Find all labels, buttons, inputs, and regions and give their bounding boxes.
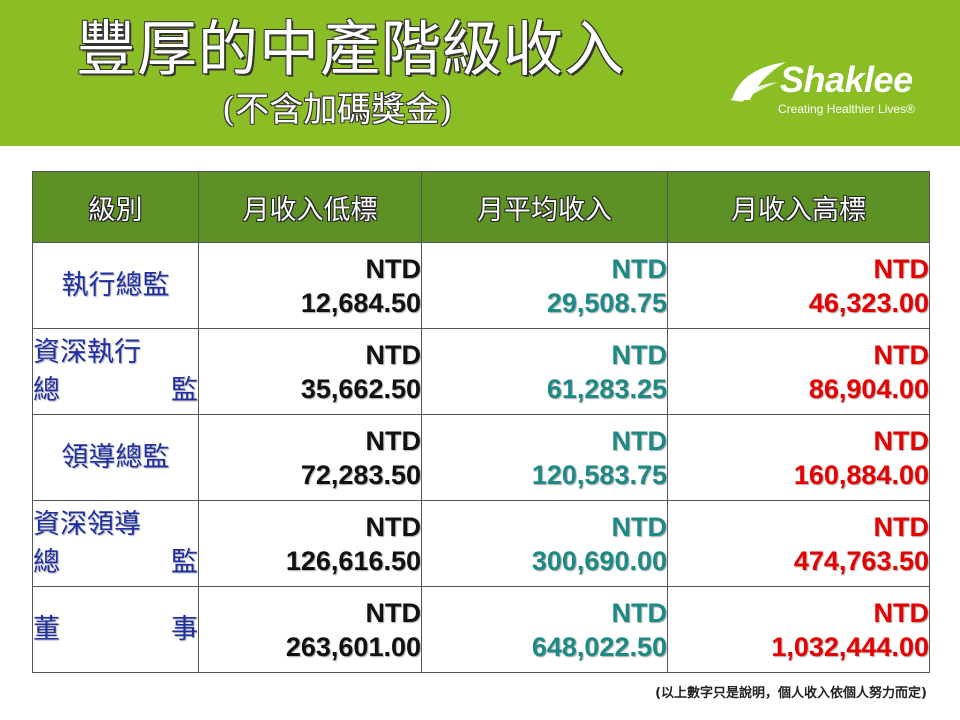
level-label: 資深領導 <box>33 508 141 540</box>
amount-value: 126,616.50 <box>285 545 421 576</box>
avg-income-cell: NTD 300,690.00 <box>421 500 668 587</box>
currency-label: NTD <box>365 511 422 542</box>
amount-value: 263,601.00 <box>285 631 421 662</box>
high-income-cell: NTD 46,323.00 <box>667 242 930 329</box>
page-title: 豐厚的中產階級收入 <box>76 15 625 85</box>
high-income-cell: NTD 1,032,444.00 <box>667 586 930 673</box>
amount-value: 1,032,444.00 <box>771 631 929 662</box>
amount-value: 72,283.50 <box>300 459 421 490</box>
currency-label: NTD <box>611 511 668 542</box>
amount-value: 160,884.00 <box>793 459 929 490</box>
currency-label: NTD <box>611 339 668 370</box>
high-income-cell: NTD 86,904.00 <box>667 328 930 415</box>
table-header-row: 級別 月收入低標 月平均收入 月收入高標 <box>32 171 930 243</box>
currency-label: NTD <box>873 425 930 456</box>
table-row: 執行總監 NTD 12,684.50 NTD 29,508.75 NTD 46,323.00 <box>32 242 930 329</box>
currency-label: NTD <box>365 597 422 628</box>
amount-value: 86,904.00 <box>808 373 929 404</box>
page-subtitle: (不含加碼獎金) <box>222 90 453 130</box>
income-table: 級別 月收入低標 月平均收入 月收入高標 執行總監 NTD 12,684.50 NTD… <box>32 171 930 673</box>
column-header-level: 級別 <box>32 171 199 243</box>
level-label: 資深執行 <box>33 336 141 368</box>
level-label: 董 <box>33 613 60 645</box>
currency-label: NTD <box>611 253 668 284</box>
table-row: 資深執行總監 NTD 35,662.50 NTD 61,283.25 NTD 86,904.… <box>32 328 930 415</box>
currency-label: NTD <box>873 511 930 542</box>
level-label: 總 <box>33 546 60 578</box>
high-income-cell: NTD 474,763.50 <box>667 500 930 587</box>
brand-logo: Shaklee Creating Healthier Lives® <box>728 58 940 128</box>
currency-label: NTD <box>611 425 668 456</box>
table-row: 領導總監 NTD 72,283.50 NTD 120,583.75 NTD 160,884.… <box>32 414 930 501</box>
leaf-icon <box>730 62 786 102</box>
low-income-cell: NTD 35,662.50 <box>198 328 422 415</box>
level-label: 執行總監 <box>61 269 170 301</box>
amount-value: 29,508.75 <box>546 287 667 318</box>
amount-value: 300,690.00 <box>531 545 667 576</box>
currency-label: NTD <box>365 339 422 370</box>
currency-label: NTD <box>873 253 930 284</box>
level-label: 監 <box>171 546 198 578</box>
table-row: 資深領導總監 NTD 126,616.50 NTD 300,690.00 NTD 474,7… <box>32 500 930 587</box>
table-row: 董事 NTD 263,601.00 NTD 648,022.50 NTD 1,032,444… <box>32 586 930 673</box>
column-header-avg: 月平均收入 <box>421 171 668 243</box>
level-cell: 資深執行總 監 <box>32 328 199 415</box>
amount-value: 648,022.50 <box>531 631 667 662</box>
footnote: (以上數字只是說明，個人收入依個人努力而定) <box>655 686 927 701</box>
level-label: 總 <box>33 374 60 406</box>
amount-value: 35,662.50 <box>300 373 421 404</box>
currency-label: NTD <box>611 597 668 628</box>
currency-label: NTD <box>873 339 930 370</box>
currency-label: NTD <box>365 425 422 456</box>
header-band: 豐厚的中產階級收入 (不含加碼獎金) Shaklee Creating Heal… <box>0 0 960 146</box>
level-cell: 資深領導總 監 <box>32 500 199 587</box>
column-header-high: 月收入高標 <box>667 171 930 243</box>
avg-income-cell: NTD 648,022.50 <box>421 586 668 673</box>
currency-label: NTD <box>873 597 930 628</box>
amount-value: 12,684.50 <box>300 287 421 318</box>
brand-tagline: Creating Healthier Lives® <box>778 102 915 116</box>
amount-value: 61,283.25 <box>546 373 667 404</box>
level-label: 領導總監 <box>61 441 170 473</box>
avg-income-cell: NTD 120,583.75 <box>421 414 668 501</box>
amount-value: 120,583.75 <box>531 459 667 490</box>
amount-value: 474,763.50 <box>793 545 929 576</box>
level-label: 事 <box>171 613 198 645</box>
level-label: 監 <box>171 374 198 406</box>
level-cell: 領導總監 <box>32 414 199 501</box>
column-header-low: 月收入低標 <box>198 171 422 243</box>
low-income-cell: NTD 263,601.00 <box>198 586 422 673</box>
low-income-cell: NTD 72,283.50 <box>198 414 422 501</box>
level-cell: 執行總監 <box>32 242 199 329</box>
low-income-cell: NTD 12,684.50 <box>198 242 422 329</box>
avg-income-cell: NTD 61,283.25 <box>421 328 668 415</box>
level-cell: 董事 <box>32 586 199 673</box>
low-income-cell: NTD 126,616.50 <box>198 500 422 587</box>
brand-wordmark: Shaklee <box>780 59 913 100</box>
amount-value: 46,323.00 <box>808 287 929 318</box>
high-income-cell: NTD 160,884.00 <box>667 414 930 501</box>
avg-income-cell: NTD 29,508.75 <box>421 242 668 329</box>
currency-label: NTD <box>365 253 422 284</box>
